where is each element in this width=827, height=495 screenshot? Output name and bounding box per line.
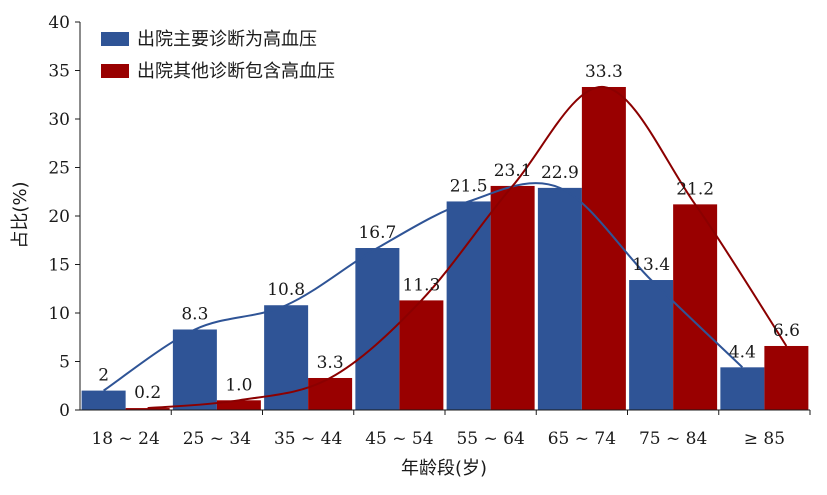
y-tick-label: 30 [48,110,70,130]
data-label-series-2: 33.3 [585,62,623,82]
legend-swatch-series-2 [101,64,129,78]
bar-series-2 [581,86,626,411]
trend-curves [103,85,788,410]
y-tick-label: 0 [59,401,70,421]
trend-curve-series-2 [147,85,788,410]
legend-label-series-2: 出院其他诊断包含高血压 [137,61,335,82]
bar-series-2 [399,300,444,410]
bar-series-2 [764,345,809,410]
x-tick-label: 75 ~ 84 [639,429,707,449]
data-label-series-1: 13.4 [632,255,670,275]
data-label-series-2: 11.3 [402,275,440,295]
x-tick-label: 65 ~ 74 [548,429,616,449]
x-tick-label: 55 ~ 64 [456,429,524,449]
legend: 出院主要诊断为高血压 出院其他诊断包含高血压 [101,29,335,82]
bar-series-2 [308,377,353,410]
x-axis-title: 年龄段(岁) [401,458,487,479]
y-axis: 0 5 10 15 20 25 30 35 40 [48,13,80,421]
data-label-series-1: 21.5 [450,176,488,196]
y-tick-label: 25 [48,159,70,179]
data-label-series-2: 3.3 [317,353,344,373]
data-label-series-1: 22.9 [541,163,579,183]
data-label-series-2: 1.0 [225,375,252,395]
bar-series-1 [720,367,765,410]
data-label-series-1: 16.7 [358,223,396,243]
legend-label-series-1: 出院主要诊断为高血压 [137,29,317,50]
data-label-series-2: 21.2 [676,179,714,199]
y-tick-label: 5 [59,353,70,373]
bar-series-1 [629,280,674,410]
data-label-series-1: 4.4 [729,342,756,362]
x-tick-label: 18 ~ 24 [91,429,159,449]
bar-series-1 [264,305,309,410]
data-labels: 2 8.3 10.8 16.7 21.5 22.9 13.4 4.4 0.2 1.0 3.3 11.3… [98,62,800,403]
bar-series-1 [81,390,126,410]
y-tick-label: 20 [48,207,70,227]
y-axis-title: 占比(%) [10,181,31,248]
data-label-series-2: 6.6 [773,321,800,341]
x-tick-label: ≥ 85 [744,429,785,449]
bar-series-1 [446,201,491,410]
y-tick-label: 35 [48,62,70,82]
data-label-series-1: 8.3 [181,304,208,324]
bar-series-2 [490,185,535,410]
y-tick-label: 10 [48,304,70,324]
y-tick-label: 15 [48,256,70,276]
y-tick-label: 40 [48,13,70,33]
trend-curve-series-1 [103,182,744,392]
bar-series-2 [125,408,170,410]
x-tick-label: 25 ~ 34 [183,429,251,449]
bars [81,86,809,411]
bar-series-1 [537,187,582,410]
x-axis: 18 ~ 24 25 ~ 34 35 ~ 44 45 ~ 54 55 ~ 64 65 ~ … [91,410,811,449]
x-tick-label: 35 ~ 44 [274,429,342,449]
x-tick-label: 45 ~ 54 [365,429,433,449]
data-label-series-2: 23.1 [494,161,532,181]
data-label-series-2: 0.2 [134,383,161,403]
bar-series-2 [216,400,261,410]
data-label-series-1: 2 [98,366,109,386]
data-label-series-1: 10.8 [267,280,305,300]
legend-swatch-series-1 [101,32,129,46]
bar-series-1 [172,329,217,410]
